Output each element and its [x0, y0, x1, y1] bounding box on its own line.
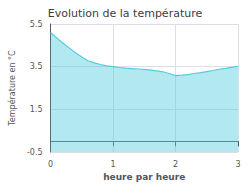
svg-text:1.5: 1.5 — [30, 105, 43, 114]
svg-text:3.5: 3.5 — [30, 62, 43, 71]
svg-text:2: 2 — [173, 160, 178, 169]
svg-text:0: 0 — [48, 160, 53, 169]
svg-text:Evolution de la température: Evolution de la température — [48, 7, 203, 20]
svg-text:3: 3 — [235, 160, 240, 169]
svg-text:Température en °C: Température en °C — [7, 50, 17, 127]
svg-text:-0.5: -0.5 — [27, 148, 43, 157]
svg-text:heure par heure: heure par heure — [103, 172, 185, 182]
svg-text:1: 1 — [110, 160, 115, 169]
svg-text:5.5: 5.5 — [30, 20, 43, 29]
